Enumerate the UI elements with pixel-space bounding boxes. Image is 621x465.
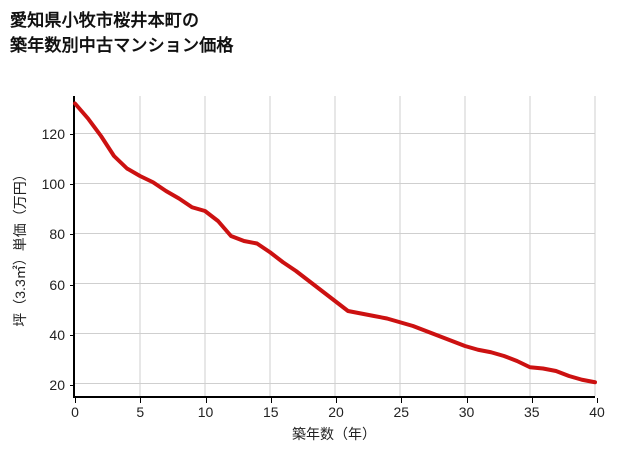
y-tick-label: 120 [41,125,65,142]
y-tick-mark [70,335,75,337]
x-tick-mark [140,398,142,403]
x-tick-label: 25 [393,404,410,420]
x-tick-label: 30 [458,404,475,420]
x-tick-label: 0 [71,404,79,420]
price-line-series [73,101,597,385]
y-tick-label: 80 [49,226,65,243]
x-axis-label: 築年数（年） [292,426,376,442]
y-tick-mark [70,385,75,387]
x-tick-mark [270,398,272,403]
x-tick-label: 40 [589,404,605,420]
gridlines [75,96,596,396]
y-tick-label: 20 [49,377,65,394]
y-tick-label: 100 [41,176,65,193]
x-tick-mark [531,398,533,403]
x-tick-label: 20 [328,404,344,420]
page-title: 愛知県小牧市桜井本町の 築年数別中古マンション価格 [10,11,234,55]
x-tick-label: 15 [262,404,279,420]
y-tick-mark [70,234,75,236]
x-tick-mark [75,398,76,403]
x-tick-mark [401,398,403,403]
y-tick-mark [70,184,75,186]
x-tick-mark [466,398,468,403]
x-tick-mark [336,398,337,403]
y-tick-label: 60 [49,276,65,293]
y-tick-label: 40 [49,327,65,344]
x-tick-label: 35 [523,404,540,420]
x-tick-label: 5 [136,404,145,420]
x-tick-mark [597,398,598,403]
series-layer [73,101,597,385]
plot-area: 20 40 60 80 100 120 0 5 10 15 20 25 30 35 40 [42,96,605,420]
y-tick-mark [70,133,75,135]
x-tick-mark [205,398,207,403]
x-tick-label: 10 [197,404,214,420]
y-tick-mark [70,284,75,286]
